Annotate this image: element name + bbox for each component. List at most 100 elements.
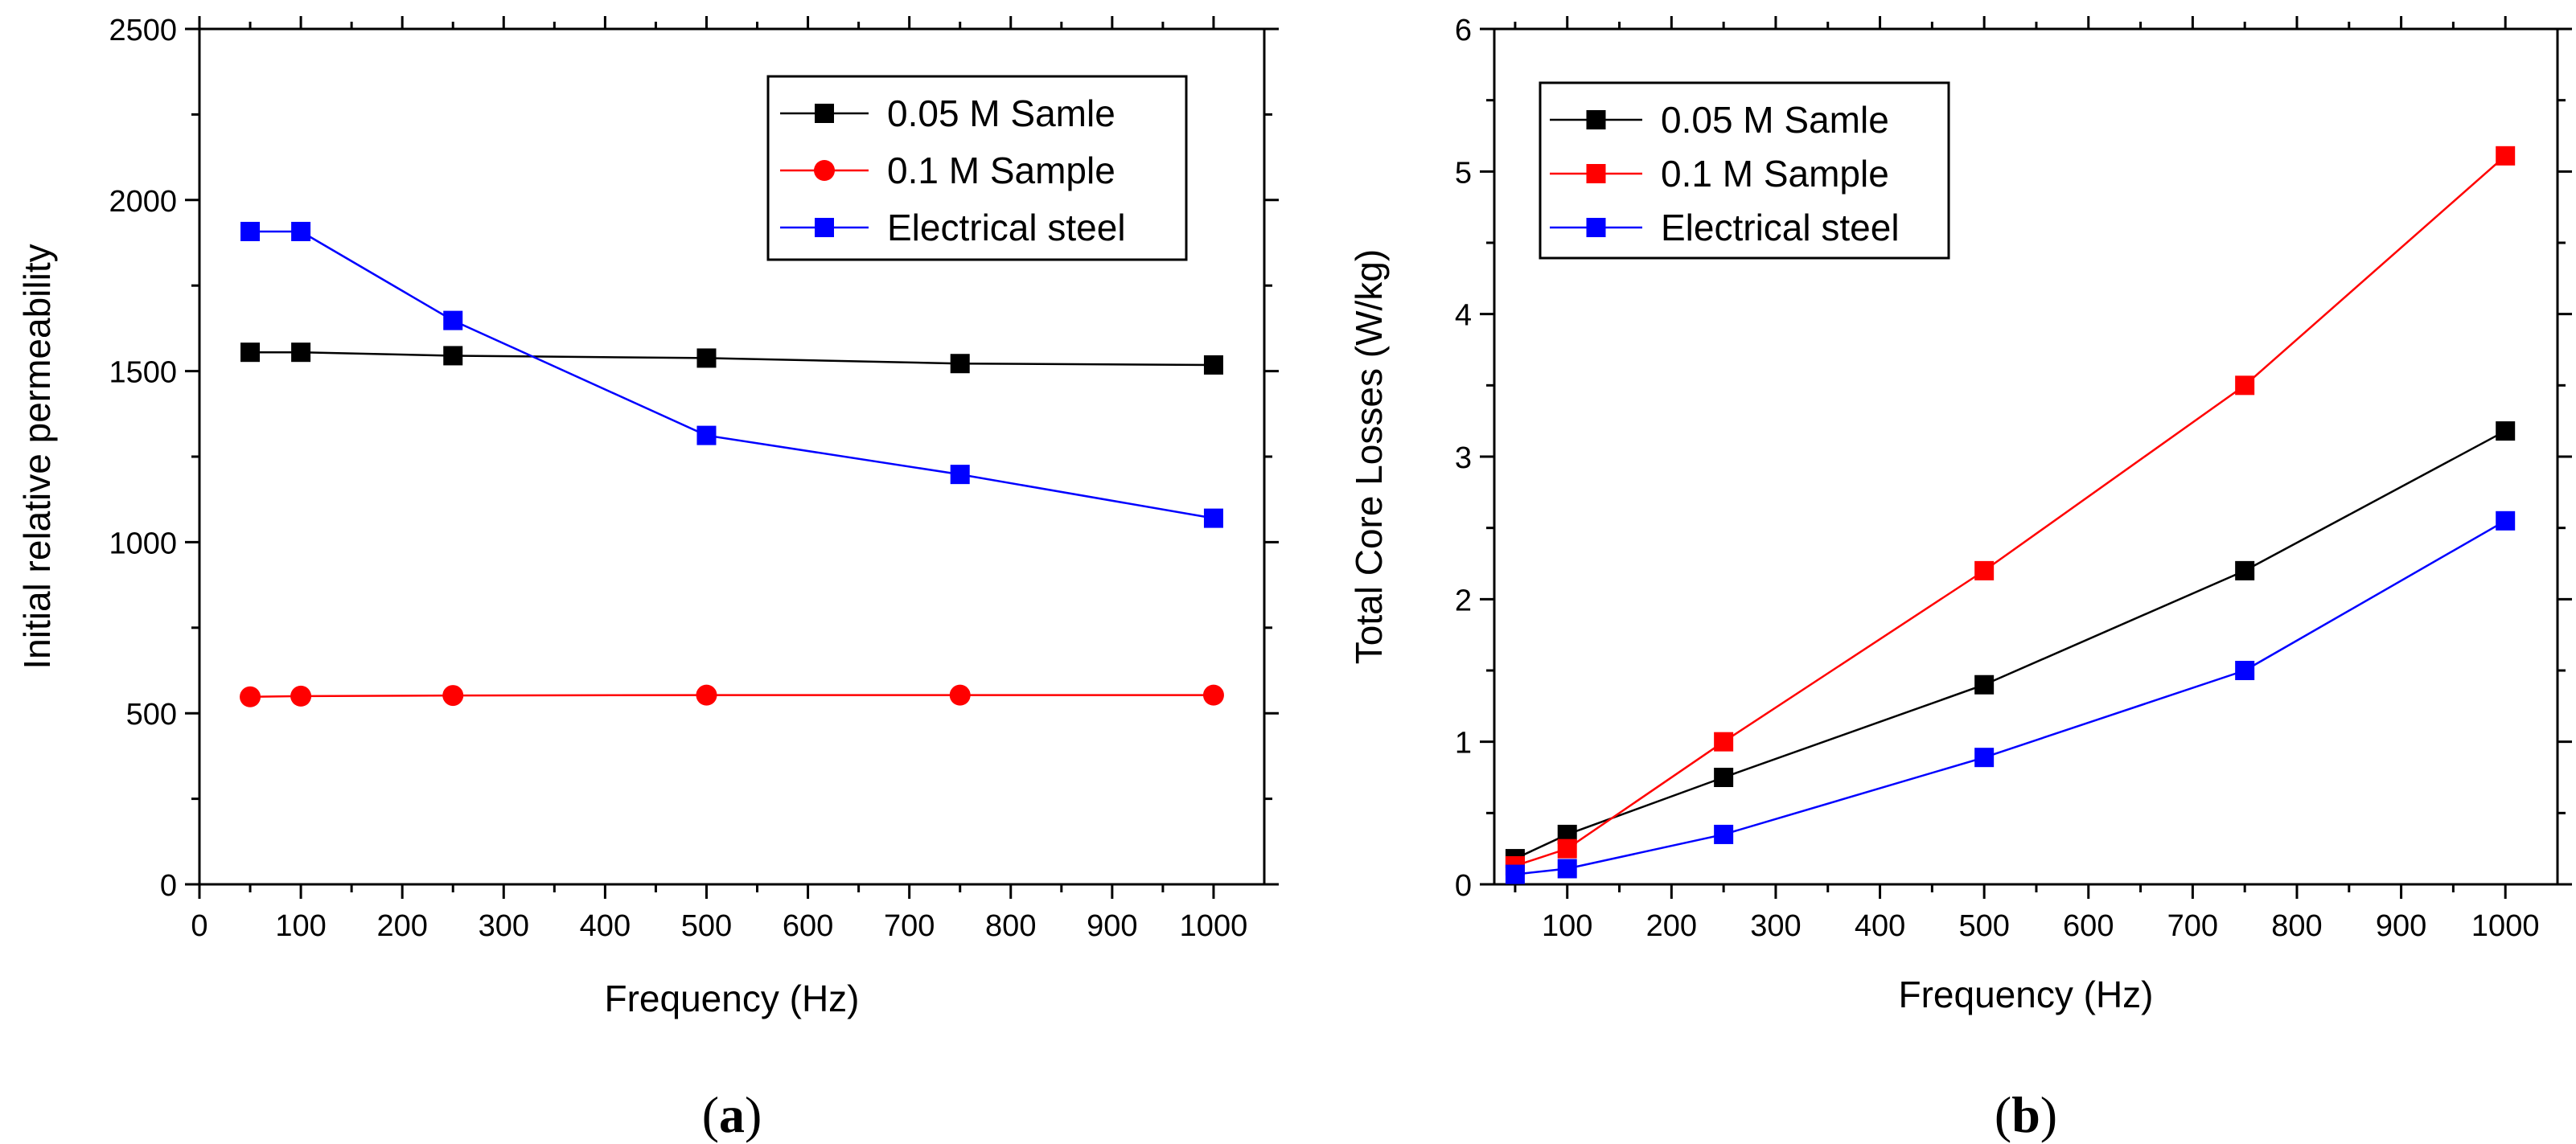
data-point: [1557, 859, 1577, 879]
legend: 0.05 M Samle 0.1 M Sample Electrical steel: [766, 75, 1188, 261]
series-line: [250, 351, 1214, 367]
series-line: [250, 230, 1214, 519]
data-point: [1203, 355, 1223, 375]
y-tick-label: 6: [1455, 14, 1472, 47]
data-point: [1714, 824, 1734, 844]
data-point: [1714, 768, 1734, 787]
panel-label: (b): [1995, 1086, 2057, 1143]
legend-box: [1539, 81, 1950, 260]
data-point: [950, 354, 970, 374]
data-point: [1202, 684, 1224, 706]
data-point: [240, 342, 261, 363]
data-point: [2235, 661, 2255, 680]
y-tick-label: 2500: [109, 14, 177, 47]
legend-marker: [815, 104, 834, 123]
x-tick-label: 200: [376, 909, 427, 943]
legend-marker: [1586, 164, 1606, 183]
x-tick-label: 500: [1958, 909, 2009, 943]
legend-label: 0.1 M Sample: [887, 150, 1115, 191]
x-tick-label: 300: [1750, 909, 1801, 943]
panel-label-letter: a: [719, 1086, 745, 1143]
x-tick-label: 700: [884, 909, 935, 943]
legend-marker: [1586, 218, 1606, 237]
x-tick-label: 200: [1646, 909, 1697, 943]
y-tick-label: 0: [160, 869, 177, 903]
data-point: [950, 465, 970, 485]
legend-label: 0.05 M Samle: [1661, 99, 1889, 141]
x-tick-label: 0: [191, 909, 207, 943]
x-tick-label: 100: [275, 909, 326, 943]
series-3: [240, 221, 1223, 528]
legend-label: Electrical steel: [1661, 207, 1900, 248]
x-tick-label: 900: [1087, 909, 1137, 943]
y-tick-label: 500: [126, 698, 177, 732]
legend-label: 0.1 M Sample: [1661, 153, 1889, 195]
x-axis-title: Frequency (Hz): [1899, 974, 2154, 1015]
y-tick-label: 5: [1455, 156, 1472, 190]
data-point: [2496, 146, 2516, 166]
legend-box: [766, 75, 1188, 261]
data-point: [949, 684, 971, 706]
x-tick-label: 600: [2063, 909, 2114, 943]
y-tick-label: 0: [1455, 869, 1472, 903]
y-tick-label: 4: [1455, 299, 1472, 333]
data-point: [1974, 560, 1995, 580]
legend: 0.05 M Samle 0.1 M Sample Electrical steel: [1539, 81, 1950, 260]
data-point: [2496, 510, 2516, 531]
data-point: [696, 348, 717, 368]
y-tick-label: 1500: [109, 356, 177, 390]
data-point: [290, 685, 312, 707]
data-point: [1974, 748, 1995, 768]
series-line: [1514, 429, 2506, 860]
data-point: [2235, 375, 2255, 396]
legend-label: 0.05 M Samle: [887, 92, 1115, 134]
panel-label-paren-close: ): [2040, 1086, 2057, 1143]
y-tick-label: 2000: [109, 185, 177, 219]
x-tick-label: 400: [1855, 909, 1905, 943]
data-point: [240, 686, 261, 707]
panel-label-paren-close: ): [745, 1086, 762, 1143]
series-line: [1514, 519, 2506, 875]
x-tick-label: 700: [2167, 909, 2218, 943]
series-3: [1505, 510, 2516, 884]
data-point: [696, 425, 717, 445]
legend-marker: [1586, 110, 1606, 129]
series-2: [240, 684, 1224, 707]
data-point: [1974, 675, 1995, 695]
data-point: [1505, 864, 1525, 884]
x-tick-label: 100: [1542, 909, 1592, 943]
legend-label: Electrical steel: [887, 207, 1126, 248]
data-point: [240, 221, 261, 241]
data-point: [2496, 421, 2516, 441]
legend-marker: [814, 160, 835, 181]
x-tick-label: 500: [681, 909, 732, 943]
panel-label-paren-open: (: [1995, 1086, 2011, 1143]
y-tick-label: 2: [1455, 584, 1472, 617]
x-tick-label: 800: [985, 909, 1036, 943]
x-tick-label: 400: [580, 909, 631, 943]
panel-label-letter: b: [2011, 1086, 2040, 1143]
x-tick-label: 800: [2271, 909, 2322, 943]
data-point: [442, 685, 464, 707]
panel-label-paren-open: (: [702, 1086, 719, 1143]
data-point: [1714, 732, 1734, 752]
x-tick-label: 600: [783, 909, 833, 943]
y-axis-title: Total Core Losses (W/kg): [1348, 249, 1390, 664]
y-tick-label: 1000: [109, 527, 177, 560]
y-tick-label: 3: [1455, 441, 1472, 475]
data-point: [1557, 839, 1577, 859]
x-tick-label: 1000: [1180, 909, 1248, 943]
data-point: [443, 346, 463, 366]
panel-b-chart: 100 200 300 400 500 600 700 800 900 1000 0 1 2 3 4 5 6 Fr…: [1348, 14, 2572, 1143]
data-point: [1203, 508, 1223, 528]
y-axis-title: Initial relative permeability: [16, 244, 58, 669]
y-tick-label: 1: [1455, 727, 1472, 761]
data-point: [696, 684, 717, 706]
data-point: [443, 310, 463, 330]
x-tick-label: 1000: [2471, 909, 2540, 943]
series-1: [240, 342, 1223, 375]
x-tick-label: 900: [2376, 909, 2426, 943]
series-1: [1505, 421, 2516, 869]
x-axis-title: Frequency (Hz): [605, 978, 860, 1019]
